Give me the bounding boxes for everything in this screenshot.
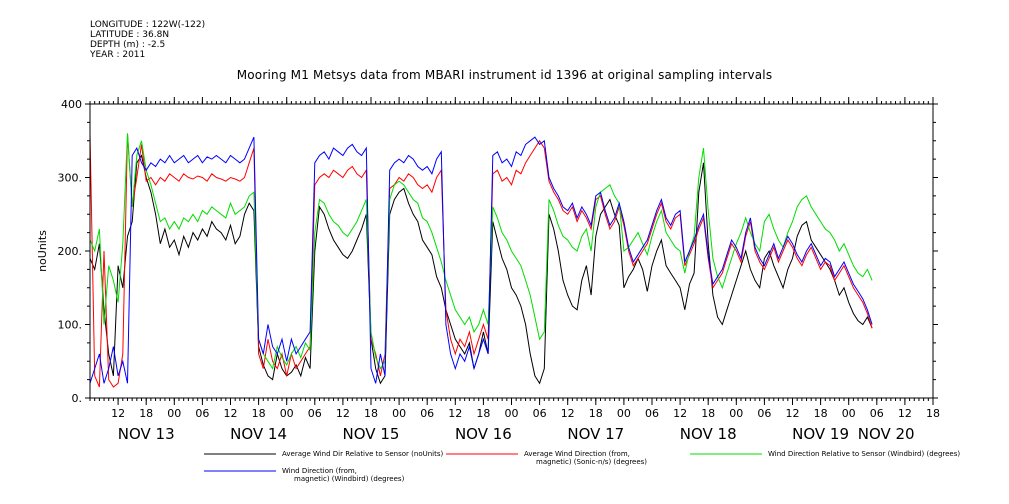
series-line-2 <box>89 133 873 388</box>
x-tick-label: 00 <box>505 407 519 420</box>
x-tick-label: 06 <box>645 407 659 420</box>
axis-layer: 0. 100. 200. 300. 400 12 18 00 06 12 18 00 06 12 18 00 0… <box>58 97 940 443</box>
legend: Average Wind Dir Relative to Sensor (noU… <box>204 450 960 483</box>
x-tick-label: 06 <box>420 407 434 420</box>
x-tick-label: 00 <box>167 407 181 420</box>
metadata-block: LONGITUDE : 122W(-122) LATITUDE : 36.8N … <box>90 20 205 60</box>
legend-label-1: Average Wind Dir Relative to Sensor (noU… <box>282 450 443 458</box>
x-tick-label: 00 <box>617 407 631 420</box>
x-tick-label: 06 <box>757 407 771 420</box>
x-day-label: NOV 19 <box>792 425 849 443</box>
metadata-year: YEAR : 2011 <box>90 50 146 60</box>
metadata-depth: DEPTH (m) : -2.5 <box>90 40 166 50</box>
series-line-4 <box>89 136 873 384</box>
x-day-label: NOV 18 <box>680 425 737 443</box>
x-tick-label: 12 <box>673 407 687 420</box>
y-tick-label: 0. <box>72 392 83 405</box>
x-tick-label: 06 <box>308 407 322 420</box>
legend-label-4: Wind Direction (from, magnetic) (Windbird… <box>282 467 405 483</box>
legend-label-2: Average Wind Direction (from, magnetic) (… <box>524 450 647 466</box>
y-tick-label: 200. <box>58 245 83 258</box>
x-tick-label: 12 <box>336 407 350 420</box>
series-layer <box>89 133 873 388</box>
x-tick-label: 00 <box>392 407 406 420</box>
x-tick-label: 18 <box>701 407 715 420</box>
x-tick-label: 18 <box>589 407 603 420</box>
x-tick-label: 18 <box>252 407 266 420</box>
legend-label-3: Wind Direction Relative to Sensor (Windb… <box>768 450 960 458</box>
x-tick-label: 06 <box>533 407 547 420</box>
chart-title: Mooring M1 Metsys data from MBARI instru… <box>236 68 773 82</box>
metadata-latitude: LATITUDE : 36.8N <box>90 30 170 40</box>
x-tick-label: 18 <box>139 407 153 420</box>
x-tick-label: 12 <box>448 407 462 420</box>
x-day-label: NOV 17 <box>567 425 624 443</box>
x-tick-label: 18 <box>926 407 940 420</box>
x-day-label: NOV 14 <box>230 425 287 443</box>
series-line-1 <box>89 154 873 385</box>
y-tick-label: 300. <box>58 172 83 185</box>
x-tick-label: 18 <box>364 407 378 420</box>
x-day-label: NOV 20 <box>858 425 915 443</box>
y-tick-label: 100. <box>58 319 83 332</box>
x-tick-label: 00 <box>842 407 856 420</box>
x-tick-label: 06 <box>870 407 884 420</box>
x-tick-label: 12 <box>561 407 575 420</box>
x-day-label: NOV 13 <box>118 425 175 443</box>
x-tick-label: 12 <box>224 407 238 420</box>
y-axis-label: noUnits <box>36 230 49 272</box>
x-tick-label: 18 <box>476 407 490 420</box>
x-tick-label: 18 <box>814 407 828 420</box>
x-tick-label: 00 <box>729 407 743 420</box>
x-tick-label: 12 <box>786 407 800 420</box>
x-tick-label: 12 <box>898 407 912 420</box>
x-day-label: NOV 16 <box>455 425 512 443</box>
x-day-label: NOV 15 <box>343 425 400 443</box>
x-tick-label: 00 <box>280 407 294 420</box>
x-tick-label: 12 <box>111 407 125 420</box>
metadata-longitude: LONGITUDE : 122W(-122) <box>90 20 206 30</box>
series-line-3 <box>89 133 873 370</box>
y-tick-label: 400 <box>61 98 82 111</box>
x-tick-label: 06 <box>195 407 209 420</box>
